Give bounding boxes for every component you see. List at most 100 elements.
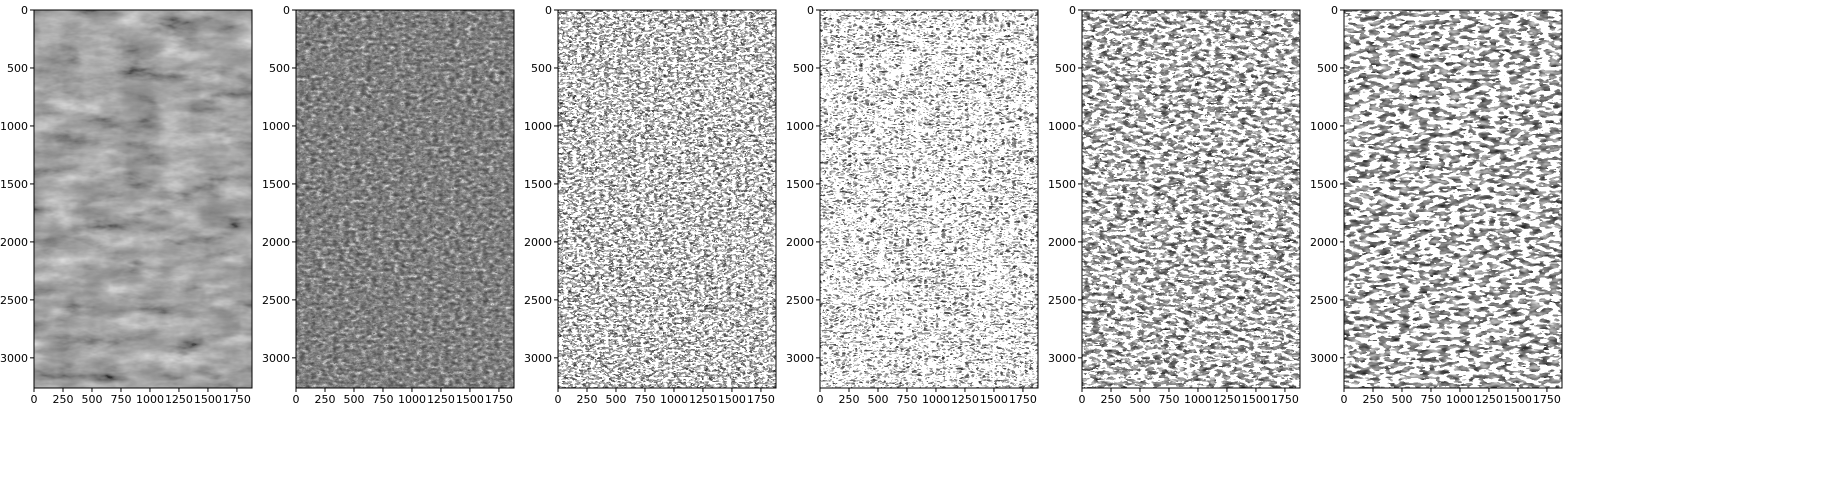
y-tick-label: 1000 [0, 120, 28, 133]
y-tick-label: 500 [1055, 62, 1076, 75]
image-panel-6: 0 250 500 750 1000 1250 1500 175005001000150020… [1310, 4, 1563, 406]
x-tick-label: 0 [31, 393, 38, 406]
y-tick-label: 1000 [1310, 120, 1338, 133]
panel-frame [33, 9, 253, 389]
x-tick-label: 1500 [980, 393, 1008, 406]
panel-image-rock-texture-threshold-3 [1082, 10, 1300, 388]
x-tick-label: 1250 [427, 393, 455, 406]
x-tick-label: 0 [293, 393, 300, 406]
x-tick-label: 250 [576, 393, 597, 406]
x-tick-label: 0 [817, 393, 824, 406]
x-tick-label: 1750 [1009, 393, 1037, 406]
y-tick-label: 2000 [0, 236, 28, 249]
x-tick-label: 500 [343, 393, 364, 406]
x-tick-label: 1250 [1475, 393, 1503, 406]
x-tick-label: 750 [896, 393, 917, 406]
x-tick-label: 1500 [1504, 393, 1532, 406]
x-tick-label: 1000 [398, 393, 426, 406]
y-tick-label: 0 [1069, 4, 1076, 17]
x-tick-label: 250 [1100, 393, 1121, 406]
x-tick-label: 500 [1129, 393, 1150, 406]
y-tick-label: 3000 [786, 352, 814, 365]
x-tick-label: 250 [838, 393, 859, 406]
x-tick-label: 750 [1158, 393, 1179, 406]
y-tick-label: 0 [283, 4, 290, 17]
x-tick-label: 1500 [718, 393, 746, 406]
x-tick-label: 1000 [1184, 393, 1212, 406]
x-tick-label: 1250 [951, 393, 979, 406]
panel-frame [1343, 9, 1563, 389]
panel-frame [819, 9, 1039, 389]
image-panel-2: 0 250 500 750 1000 1250 1500 175005001000150020… [262, 4, 515, 406]
image-panel-5: 0 250 500 750 1000 1250 1500 175005001000150020… [1048, 4, 1301, 406]
y-tick-label: 3000 [1048, 352, 1076, 365]
x-tick-label: 1250 [689, 393, 717, 406]
y-tick-label: 2500 [524, 294, 552, 307]
y-tick-label: 0 [21, 4, 28, 17]
y-tick-label: 1500 [262, 178, 290, 191]
x-tick-label: 1250 [1213, 393, 1241, 406]
x-tick-label: 250 [52, 393, 73, 406]
x-tick-label: 750 [634, 393, 655, 406]
y-tick-label: 1000 [262, 120, 290, 133]
panel-image-rock-texture-threshold-4 [1344, 10, 1562, 388]
y-tick-label: 2000 [1310, 236, 1338, 249]
y-tick-label: 1000 [524, 120, 552, 133]
x-tick-label: 250 [1362, 393, 1383, 406]
panels-layer: 0 250 500 750 1000 1250 1500 175005001000150020… [0, 4, 1563, 406]
y-tick-label: 500 [269, 62, 290, 75]
panel-frame [557, 9, 777, 389]
y-tick-label: 500 [7, 62, 28, 75]
image-panel-1: 0 250 500 750 1000 1250 1500 175005001000150020… [0, 4, 253, 406]
panel-image-rock-texture-original [34, 10, 252, 388]
y-tick-label: 2500 [1310, 294, 1338, 307]
y-tick-label: 1000 [786, 120, 814, 133]
x-tick-label: 750 [110, 393, 131, 406]
y-tick-label: 2500 [1048, 294, 1076, 307]
x-tick-label: 1750 [485, 393, 513, 406]
x-tick-label: 0 [555, 393, 562, 406]
y-tick-label: 0 [545, 4, 552, 17]
x-tick-label: 1500 [1242, 393, 1270, 406]
y-tick-label: 2000 [1048, 236, 1076, 249]
x-tick-label: 500 [605, 393, 626, 406]
y-tick-label: 500 [531, 62, 552, 75]
y-tick-label: 500 [1317, 62, 1338, 75]
y-tick-label: 2500 [262, 294, 290, 307]
panel-image-rock-texture-threshold-1 [558, 10, 776, 388]
y-tick-label: 3000 [0, 352, 28, 365]
x-tick-label: 500 [867, 393, 888, 406]
y-tick-label: 1500 [786, 178, 814, 191]
x-tick-label: 1750 [1271, 393, 1299, 406]
x-tick-label: 500 [81, 393, 102, 406]
x-tick-label: 0 [1341, 393, 1348, 406]
y-tick-label: 500 [793, 62, 814, 75]
x-tick-label: 1000 [1446, 393, 1474, 406]
y-tick-label: 2000 [524, 236, 552, 249]
x-tick-label: 0 [1079, 393, 1086, 406]
y-tick-label: 3000 [262, 352, 290, 365]
y-tick-label: 3000 [1310, 352, 1338, 365]
y-tick-label: 2000 [262, 236, 290, 249]
x-tick-label: 500 [1391, 393, 1412, 406]
x-tick-label: 1750 [1533, 393, 1561, 406]
y-tick-label: 1500 [524, 178, 552, 191]
panel-frame [295, 9, 515, 389]
x-tick-label: 1250 [165, 393, 193, 406]
y-tick-label: 3000 [524, 352, 552, 365]
x-tick-label: 1750 [223, 393, 251, 406]
image-panel-3: 0 250 500 750 1000 1250 1500 175005001000150020… [524, 4, 777, 406]
y-tick-label: 2500 [0, 294, 28, 307]
x-tick-label: 1500 [194, 393, 222, 406]
panel-frame [1081, 9, 1301, 389]
y-tick-label: 2500 [786, 294, 814, 307]
y-tick-label: 2000 [786, 236, 814, 249]
x-tick-label: 750 [372, 393, 393, 406]
x-tick-label: 1000 [660, 393, 688, 406]
x-tick-label: 250 [314, 393, 335, 406]
x-tick-label: 1750 [747, 393, 775, 406]
x-tick-label: 1000 [136, 393, 164, 406]
panel-image-rock-texture-threshold-2 [820, 10, 1038, 388]
x-tick-label: 750 [1420, 393, 1441, 406]
